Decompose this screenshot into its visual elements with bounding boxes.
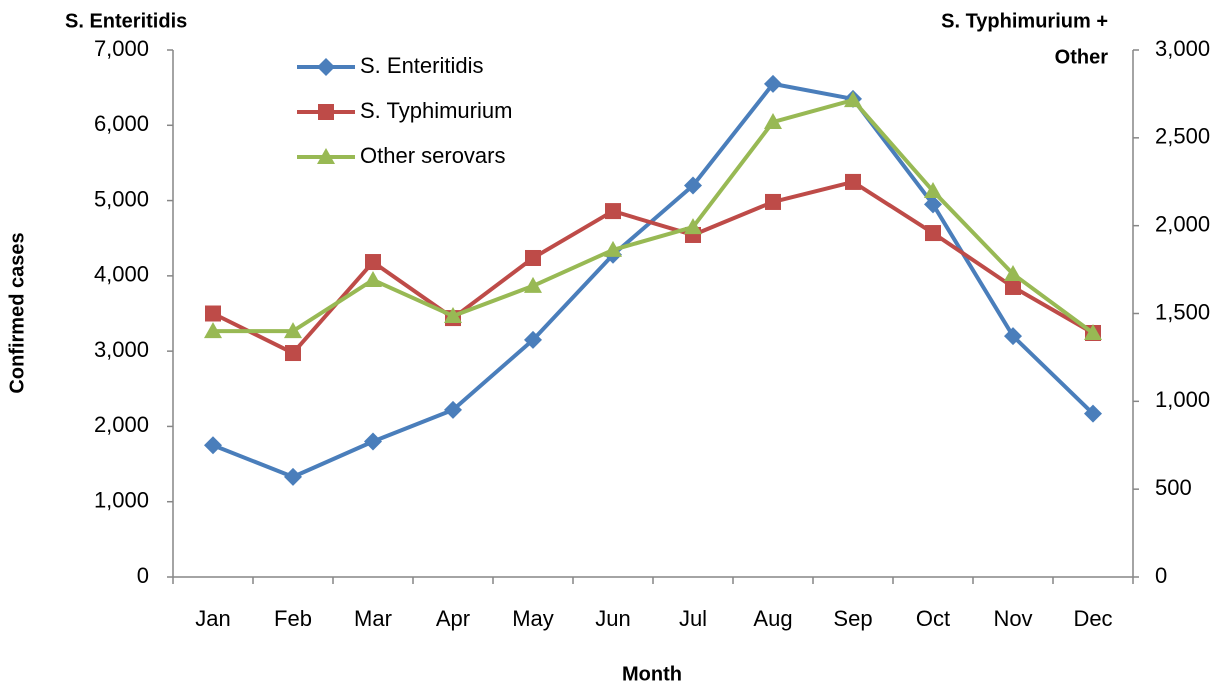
marker [284,322,302,339]
x-tick-label: Nov [993,606,1032,631]
x-tick-label: Oct [916,606,950,631]
x-tick-label: May [512,606,554,631]
marker [1004,327,1022,346]
marker [684,218,702,235]
marker [605,203,621,220]
marker [924,182,942,199]
y-tick-label: 6,000 [94,111,149,136]
legend-label: Other serovars [360,143,506,168]
y-tick-label: 0 [137,563,149,588]
x-axis-label: Month [622,663,682,685]
marker [364,270,382,287]
marker [1084,404,1102,423]
y2-tick-label: 2,500 [1155,124,1210,149]
series-line [212,179,1094,356]
x-tick-label: Apr [436,606,470,631]
marker [844,91,862,108]
x-tick-label: Jun [595,606,630,631]
x-tick-label: Aug [753,606,792,631]
y-tick-label: 2,000 [94,412,149,437]
marker [1084,323,1102,340]
marker [604,240,622,257]
y-tick-label: 4,000 [94,262,149,287]
marker [765,193,781,210]
marker [204,436,222,455]
y2-axis-title: S. Typhimurium + [941,10,1108,32]
y2-tick-label: 500 [1155,475,1192,500]
marker [524,330,542,349]
marker [925,225,941,242]
marker [1004,264,1022,281]
y2-tick-label: 2,000 [1155,211,1210,236]
y2-tick-label: 1,000 [1155,387,1210,412]
series-line [212,81,1095,479]
y2-tick-label: 1,500 [1155,299,1210,324]
marker [525,249,541,266]
x-tick-label: Jul [679,606,707,631]
y2-tick-label: 0 [1155,563,1167,588]
legend-label: S. Typhimurium [360,98,512,123]
marker [444,306,462,323]
marker [285,345,301,362]
legend-marker [317,58,335,76]
y-axis-title: S. Enteritidis [65,10,187,32]
y-tick-label: 1,000 [94,488,149,513]
legend-label: S. Enteritidis [360,53,484,78]
y-tick-label: 5,000 [94,186,149,211]
x-tick-label: Dec [1073,606,1112,631]
marker [764,74,782,93]
legend-marker [317,148,335,164]
marker [205,305,221,322]
marker [444,400,462,419]
y-tick-label: 3,000 [94,337,149,362]
marker [684,176,702,195]
legend-marker [318,104,334,120]
marker [845,173,861,190]
marker [1005,278,1021,295]
x-tick-label: Mar [354,606,392,631]
marker [764,113,782,130]
marker [365,254,381,271]
y-axis-label: Confirmed cases [6,232,28,393]
y2-axis-title: Other [1055,46,1109,68]
marker [204,322,222,339]
y-tick-label: 7,000 [94,36,149,61]
x-tick-label: Feb [274,606,312,631]
marker [364,432,382,451]
x-tick-label: Sep [833,606,872,631]
marker [284,467,302,486]
marker [524,276,542,293]
marker [924,195,942,214]
x-tick-label: Jan [195,606,230,631]
series-line [213,98,1095,335]
y2-tick-label: 3,000 [1155,36,1210,61]
